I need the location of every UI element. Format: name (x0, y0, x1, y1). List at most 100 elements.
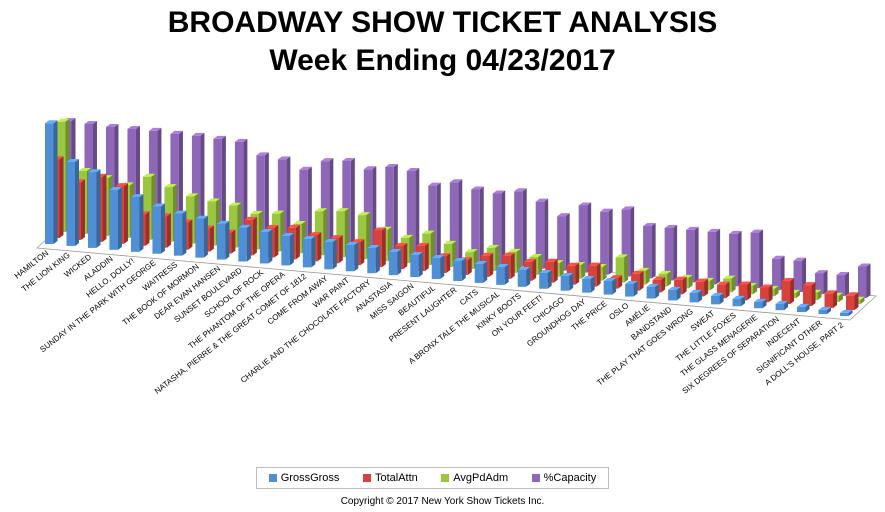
bar-side (123, 183, 128, 244)
bar-top (631, 270, 644, 274)
bar-grossgross-25 (582, 275, 595, 293)
bar-capacity-11 (299, 166, 312, 248)
bar-front (216, 223, 226, 260)
legend-label-avgpdadm: AvgPdAdm (453, 472, 509, 484)
bar-top (164, 184, 177, 188)
bar-front (664, 227, 674, 281)
bar-front (195, 218, 204, 258)
bar-top (373, 227, 386, 231)
bar-front (695, 281, 705, 297)
bar-top (529, 253, 543, 257)
bar-top (148, 127, 162, 131)
bar-grossgross-18 (431, 255, 445, 280)
bar-side (117, 186, 122, 250)
bar-front (517, 270, 527, 287)
bar-top (324, 238, 337, 242)
bar-front (471, 189, 480, 263)
bar-side (510, 252, 515, 279)
bar-top (363, 166, 377, 170)
bar-side (489, 252, 494, 277)
bar-capacity-32 (750, 229, 764, 289)
bar-top (582, 275, 595, 279)
bar-side (329, 158, 334, 250)
bar-side (375, 244, 380, 274)
bar-top (523, 258, 537, 262)
bar-top (603, 277, 617, 281)
bar-top (449, 179, 463, 183)
bar-front (754, 301, 763, 309)
bar-grossgross-21 (496, 264, 509, 285)
bar-front (643, 226, 652, 279)
chart-subtitle: Week Ending 04/23/2017 (269, 44, 616, 77)
bar-top (105, 123, 119, 127)
bar-top (797, 303, 810, 307)
bar-top (643, 223, 656, 227)
bar-side (354, 241, 359, 272)
legend-swatch-avgpdadm (441, 474, 450, 482)
bar-front (729, 233, 738, 287)
bar-front (560, 276, 570, 291)
bar-grossgross-9 (238, 224, 251, 262)
bar-top (388, 249, 402, 253)
bar-side (587, 202, 592, 273)
bar-grossgross-14 (345, 241, 359, 272)
bar-top (293, 221, 306, 225)
bar-front (256, 155, 265, 244)
bar-top (545, 258, 558, 262)
bar-capacity-6 (191, 132, 205, 238)
bar-front (625, 283, 634, 297)
bar-side (655, 283, 660, 299)
bar-grossgross-29 (668, 286, 681, 301)
bar-top (557, 213, 570, 217)
bar-top (474, 261, 488, 265)
bar-front (336, 211, 345, 258)
bar-capacity-34 (793, 257, 807, 293)
bar-side (338, 235, 343, 264)
bar-top (109, 186, 122, 190)
bar-front (578, 205, 588, 273)
bar-side (225, 220, 230, 260)
bar-top (711, 292, 724, 296)
bar-side (559, 260, 564, 277)
bar-capacity-17 (428, 182, 441, 260)
chart-legend: GrossGross TotalAttn AvgPdAdm %Capacity (256, 467, 609, 489)
bar-totalattn-34 (781, 278, 795, 305)
bar-front (496, 267, 505, 285)
bar-front (173, 213, 183, 256)
bar-top (858, 263, 871, 267)
bar-top (152, 203, 165, 207)
bar-grossgross-36 (818, 306, 832, 315)
bar-front (367, 247, 376, 274)
bar-side (53, 120, 58, 244)
bar-front (603, 280, 613, 295)
bar-top (170, 130, 183, 134)
bar-top (652, 276, 666, 280)
bar-front (514, 191, 523, 267)
bar-front (615, 257, 625, 283)
bar-side (774, 285, 779, 297)
bar-grossgross-27 (625, 280, 638, 297)
bar-top (750, 229, 764, 233)
bar-front (45, 123, 54, 244)
bar-side (608, 208, 613, 275)
bar-side (784, 300, 789, 311)
bar-front (410, 255, 419, 278)
bar-top (130, 194, 144, 198)
bar-top (818, 306, 832, 310)
bar-grossgross-26 (603, 277, 617, 295)
bar-side (80, 179, 85, 240)
bar-top (66, 158, 79, 162)
bar-totalattn-31 (717, 281, 730, 299)
bar-top (84, 120, 97, 124)
bar-top (560, 273, 574, 277)
bar-front (858, 266, 867, 298)
bar-side (667, 270, 672, 287)
bar-top (250, 210, 263, 214)
bar-side (602, 263, 607, 281)
bar-top (207, 198, 220, 202)
bar-side (805, 303, 810, 313)
bar-side (860, 296, 865, 304)
bar-side (332, 238, 337, 270)
bar-grossgross-16 (388, 249, 402, 276)
